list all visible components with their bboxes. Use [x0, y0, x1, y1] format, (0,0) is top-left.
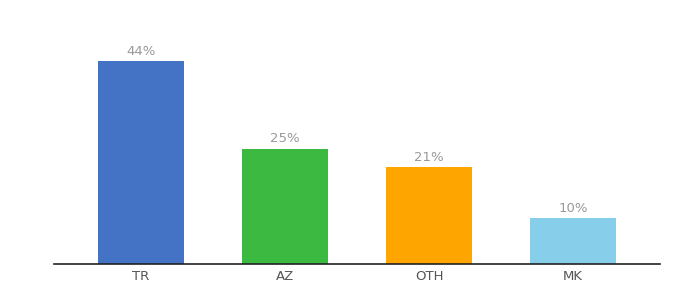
- Text: 21%: 21%: [414, 151, 444, 164]
- Bar: [241, 148, 328, 264]
- Bar: [386, 167, 473, 264]
- Bar: [98, 61, 184, 264]
- Text: 44%: 44%: [126, 45, 156, 58]
- Bar: [530, 218, 616, 264]
- Text: 10%: 10%: [558, 202, 588, 214]
- Text: 25%: 25%: [270, 132, 300, 146]
